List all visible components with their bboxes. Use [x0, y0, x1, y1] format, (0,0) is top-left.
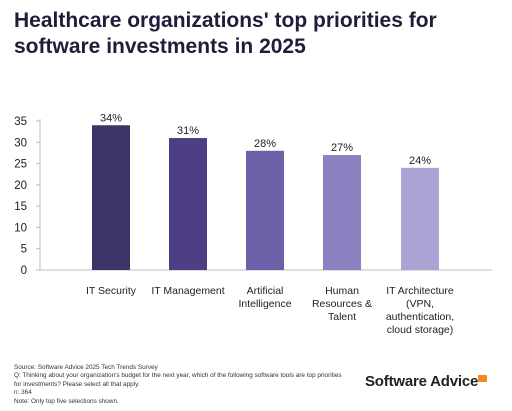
- data-label: 24%: [409, 155, 431, 167]
- y-tick-label: 25: [14, 159, 27, 171]
- data-label: 28%: [254, 138, 276, 150]
- question-note: Q: Thinking about your organization's bu…: [14, 372, 342, 388]
- y-tick-label: 15: [14, 201, 27, 213]
- bar: [323, 155, 361, 270]
- y-tick-label: 30: [14, 137, 27, 149]
- data-label: 27%: [331, 142, 353, 154]
- x-tick-label: IT Security: [86, 285, 137, 297]
- bar: [401, 167, 439, 270]
- y-tick-label: 10: [14, 222, 27, 234]
- x-tick-label: Human Resources & Talent: [312, 285, 372, 323]
- chart-footnotes: Source: Software Advice 2025 Tech Trends…: [14, 364, 344, 406]
- chart-title: Healthcare organizations' top priorities…: [14, 9, 437, 58]
- bar: [246, 150, 284, 270]
- x-tick-label: IT Management: [151, 285, 224, 297]
- y-tick-label: 35: [14, 116, 27, 128]
- bar: [92, 125, 130, 270]
- y-tick-label: 5: [21, 244, 27, 256]
- y-tick-label: 20: [14, 180, 27, 192]
- data-label: 34%: [100, 112, 122, 124]
- y-tick-label: 0: [21, 265, 27, 277]
- source-note: Source: Software Advice 2025 Tech Trends…: [14, 364, 158, 371]
- selection-note: Note: Only top five selections shown.: [14, 397, 119, 405]
- software-advice-logo: Software Advice: [365, 373, 479, 390]
- data-label: 31%: [177, 125, 199, 137]
- bar: [169, 138, 207, 270]
- speech-bubble-icon: [478, 375, 487, 382]
- sample-size-note: n: 364: [14, 389, 32, 397]
- x-tick-label: Artificial Intelligence: [238, 285, 291, 310]
- x-tick-label: IT Architecture (VPN, authentication, cloud…: [386, 285, 454, 336]
